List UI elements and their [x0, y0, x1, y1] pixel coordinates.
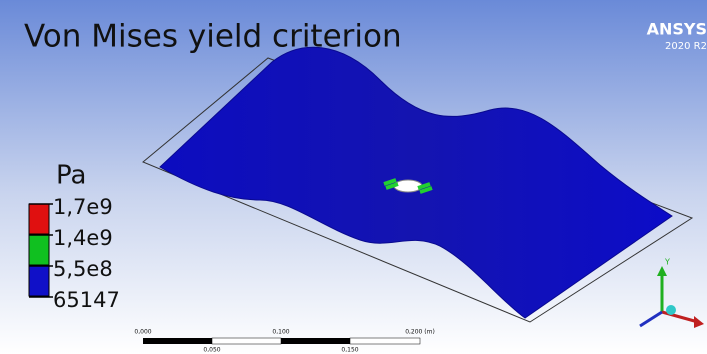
scale-segment	[350, 338, 420, 344]
version: 2020 R2	[665, 41, 707, 52]
scale-label: 0,100	[272, 329, 289, 336]
legend-unit: Pa	[56, 161, 86, 191]
legend-label: 1,4e9	[53, 226, 113, 250]
scale-label: 0,200 (m)	[405, 329, 435, 336]
legend-label: 65147	[53, 288, 120, 312]
logo: ANSYS	[647, 20, 707, 39]
scale-segment	[143, 338, 212, 344]
legend-swatch	[29, 266, 49, 296]
scale-label: 0,150	[341, 347, 358, 354]
axis-label: Y	[664, 258, 670, 267]
legend-swatch	[29, 235, 49, 265]
scale-segment	[281, 338, 350, 344]
scale-label: 0,000	[134, 329, 151, 336]
legend-swatch	[29, 204, 49, 234]
scale-label: 0,050	[203, 347, 220, 354]
scale-segment	[212, 338, 281, 344]
legend-label: 5,5e8	[53, 257, 113, 281]
viewport: Von Mises yield criterion ANSYS 2020 R2 …	[0, 0, 707, 354]
legend-label: 1,7e9	[53, 195, 113, 219]
view-title: Von Mises yield criterion	[24, 19, 402, 55]
